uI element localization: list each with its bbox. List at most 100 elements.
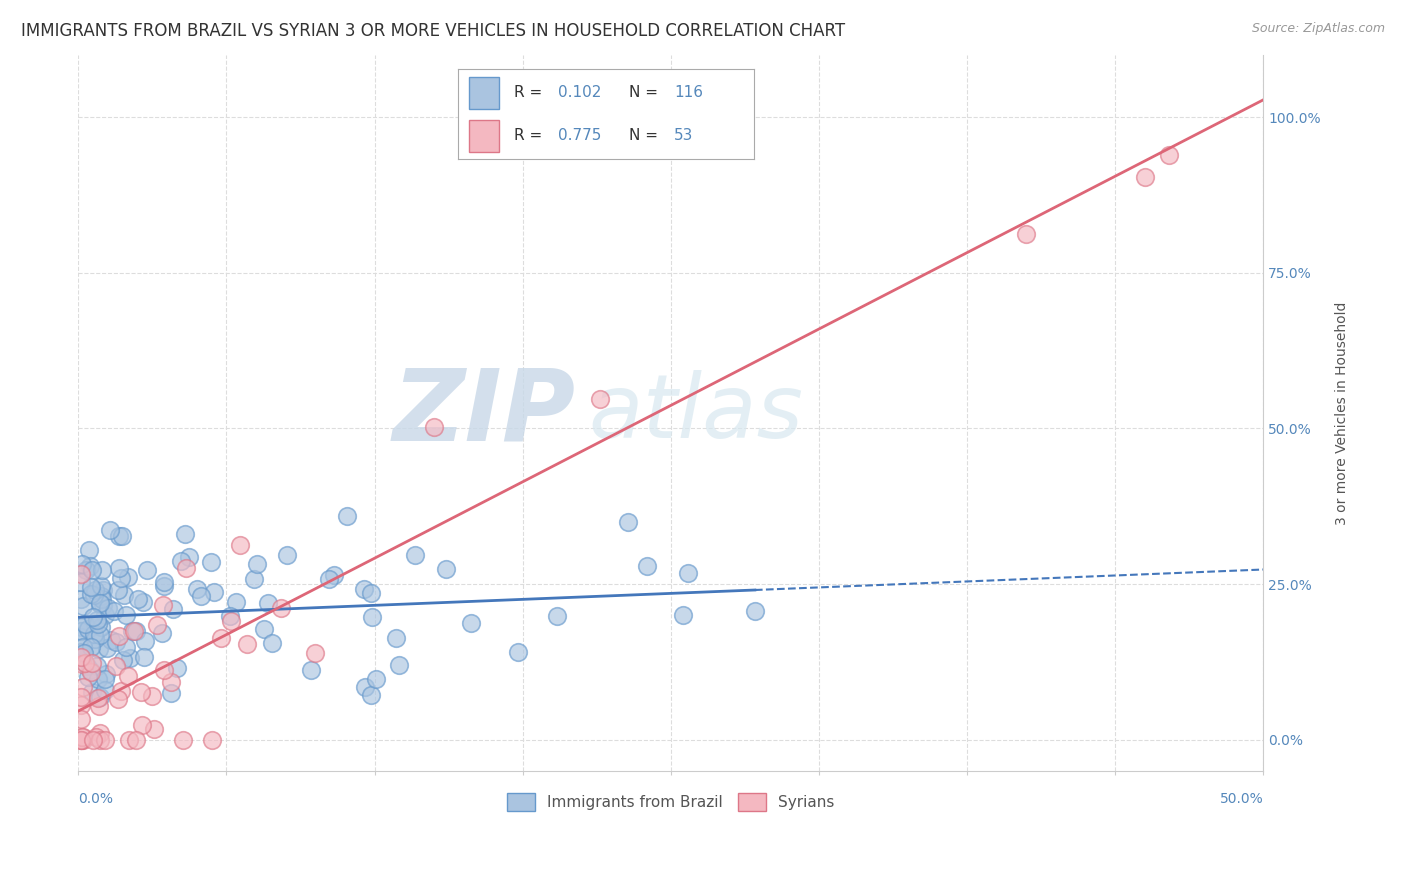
Point: [219, 614, 242, 628]
Point: [80, 640, 103, 655]
Point: [636, 558, 658, 573]
Point: [318, 572, 340, 586]
Point: [744, 604, 766, 618]
Y-axis label: 3 or more Vehicles in Household: 3 or more Vehicles in Household: [1334, 301, 1348, 524]
Point: [1133, 170, 1156, 185]
Point: [676, 566, 699, 581]
Point: [70, 620, 93, 634]
Point: [108, 561, 131, 575]
Point: [70, 730, 93, 744]
Point: [170, 554, 193, 568]
Point: [70, 630, 93, 644]
Point: [76, 670, 98, 684]
Point: [107, 529, 129, 543]
Point: [82, 563, 104, 577]
Point: [91, 592, 114, 607]
Point: [69, 574, 91, 589]
Point: [79, 558, 101, 573]
Point: [160, 675, 183, 690]
Point: [299, 663, 322, 677]
Point: [94, 667, 117, 681]
Point: [94, 732, 117, 747]
Point: [70, 558, 93, 572]
Point: [353, 582, 375, 597]
Point: [69, 591, 91, 606]
Point: [90, 579, 112, 593]
Point: [127, 591, 149, 606]
Point: [131, 718, 153, 732]
Point: [136, 563, 159, 577]
Point: [89, 726, 111, 740]
Point: [89, 732, 111, 747]
Point: [190, 590, 212, 604]
Point: [202, 585, 225, 599]
Point: [546, 608, 568, 623]
Point: [83, 627, 105, 641]
Point: [87, 616, 110, 631]
Point: [218, 609, 240, 624]
Point: [235, 636, 257, 650]
Point: [388, 657, 411, 672]
Point: [82, 610, 104, 624]
Point: [93, 607, 115, 622]
Point: [1157, 148, 1180, 162]
Point: [69, 645, 91, 659]
Text: 50.0%: 50.0%: [1219, 792, 1264, 806]
Point: [72, 732, 94, 747]
Point: [83, 589, 105, 603]
Point: [76, 622, 98, 636]
Point: [246, 557, 269, 571]
Point: [125, 732, 148, 747]
Point: [69, 732, 91, 747]
Point: [87, 642, 110, 657]
Point: [354, 680, 377, 694]
Point: [89, 628, 111, 642]
Point: [97, 600, 120, 615]
Point: [70, 732, 93, 747]
Point: [229, 538, 252, 552]
Point: [69, 650, 91, 665]
Point: [366, 672, 388, 686]
Point: [172, 732, 194, 747]
Point: [143, 723, 166, 737]
Point: [152, 578, 174, 592]
Point: [166, 660, 188, 674]
Point: [80, 587, 103, 601]
Point: [93, 672, 115, 686]
Point: [107, 692, 129, 706]
Point: [200, 555, 222, 569]
Point: [110, 571, 132, 585]
Point: [75, 657, 97, 671]
Point: [225, 595, 247, 609]
Point: [256, 596, 278, 610]
Point: [90, 563, 112, 577]
Point: [262, 636, 284, 650]
Point: [118, 732, 141, 747]
Point: [72, 646, 94, 660]
Point: [82, 657, 104, 671]
Point: [336, 509, 359, 524]
Point: [75, 563, 97, 577]
Point: [162, 602, 184, 616]
Point: [125, 624, 148, 638]
Point: [98, 524, 121, 538]
Point: [1015, 227, 1038, 242]
Point: [115, 607, 138, 622]
Point: [69, 698, 91, 713]
Point: [209, 631, 232, 645]
Point: [186, 582, 208, 596]
Point: [423, 420, 446, 434]
Point: [69, 690, 91, 705]
Point: [69, 624, 91, 638]
Point: [276, 548, 298, 562]
Text: ZIP: ZIP: [394, 365, 576, 461]
Point: [86, 658, 108, 673]
Point: [117, 669, 139, 683]
Point: [173, 526, 195, 541]
Point: [79, 542, 101, 557]
Point: [117, 570, 139, 584]
Point: [132, 650, 155, 665]
Point: [361, 610, 384, 624]
Point: [460, 616, 482, 631]
Point: [112, 653, 135, 667]
